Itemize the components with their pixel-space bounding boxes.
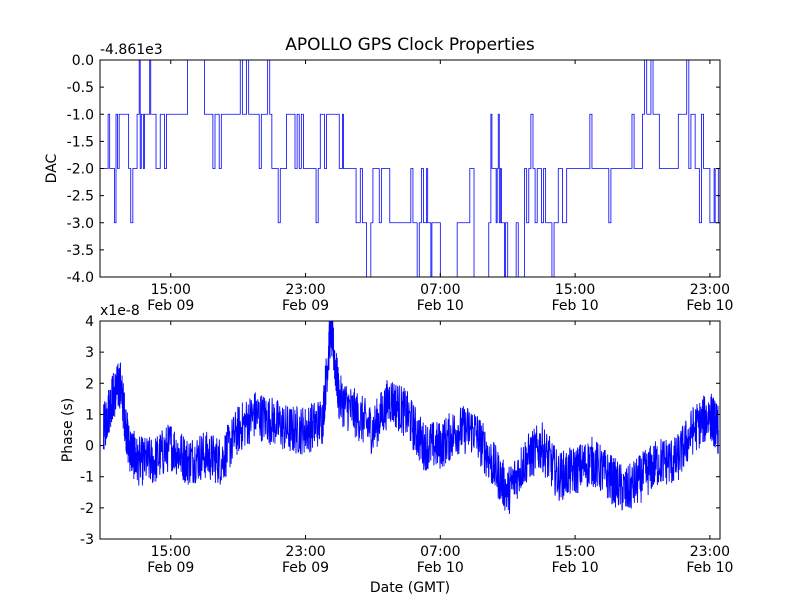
x-tick-date-label: Feb 09	[147, 298, 194, 314]
y-tick-label: 4	[85, 314, 94, 330]
y-axis-title: DAC	[44, 153, 60, 183]
x-tick-date-label: Feb 09	[282, 298, 329, 314]
y-tick-label: 1	[85, 407, 94, 423]
x-axis-title: Date (GMT)	[370, 580, 450, 596]
y-tick-label: 3	[85, 345, 94, 361]
y-tick-label: 0	[85, 439, 94, 455]
y-offset-label: -4.861e3	[100, 42, 163, 58]
y-tick-label: -3.5	[67, 243, 94, 259]
y-tick-label: 0.0	[72, 53, 94, 69]
y-offset-label: x1e-8	[100, 303, 140, 319]
x-tick-date-label: Feb 10	[686, 298, 733, 314]
y-tick-label: -3.0	[67, 216, 94, 232]
y-tick-label: -1	[80, 470, 94, 486]
x-tick-date-label: Feb 09	[147, 560, 194, 576]
chart-title: APOLLO GPS Clock Properties	[285, 35, 535, 55]
x-tick-label: 23:00	[690, 282, 730, 298]
x-tick-label: 07:00	[420, 282, 460, 298]
x-tick-label: 15:00	[151, 544, 191, 560]
x-tick-date-label: Feb 10	[552, 560, 599, 576]
y-tick-label: -0.5	[67, 80, 94, 96]
y-tick-label: -3	[80, 532, 94, 548]
plot-frame	[99, 320, 721, 540]
y-tick-label: -4.0	[67, 270, 94, 286]
x-tick-label: 23:00	[690, 544, 730, 560]
series-line	[102, 321, 719, 515]
dac-panel: 0.0 -0.5 -1.0 -1.5 -2.0 -2.5 -3.0 -3.5 -4.0 15:00…	[44, 42, 733, 314]
x-tick-date-label: Feb 10	[417, 298, 464, 314]
y-tick-label: -1.0	[67, 107, 94, 123]
x-tick-label: 23:00	[285, 544, 325, 560]
y-tick-label: -2	[80, 501, 94, 517]
x-tick-date-label: Feb 10	[686, 560, 733, 576]
x-tick-label: 23:00	[285, 282, 325, 298]
x-tick-label: 15:00	[555, 544, 595, 560]
y-tick-label: -2.0	[67, 162, 94, 178]
y-tick-label: 2	[85, 376, 94, 392]
x-tick-date-label: Feb 09	[282, 560, 329, 576]
series-line	[103, 60, 719, 277]
y-tick-label: -2.5	[67, 189, 94, 205]
x-tick-label: 07:00	[420, 544, 460, 560]
y-tick-label: -1.5	[67, 134, 94, 150]
y-axis-title: Phase (s)	[60, 398, 76, 462]
x-tick-label: 15:00	[555, 282, 595, 298]
x-tick-label: 15:00	[151, 282, 191, 298]
x-tick-date-label: Feb 10	[552, 298, 599, 314]
x-tick-date-label: Feb 10	[417, 560, 464, 576]
